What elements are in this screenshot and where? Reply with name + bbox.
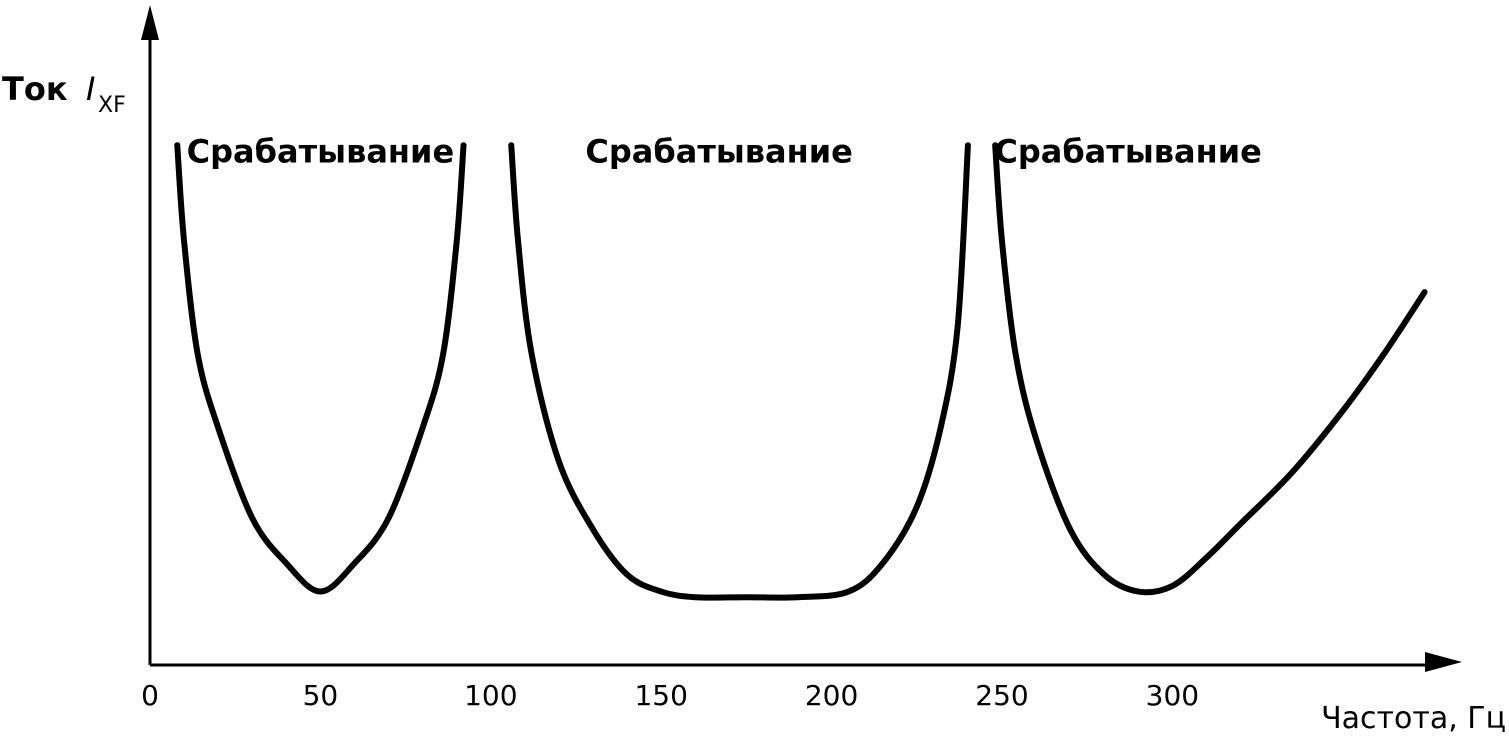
x-tick-label: 250 bbox=[975, 679, 1028, 712]
x-axis-arrow bbox=[1425, 652, 1462, 672]
x-tick-label: 300 bbox=[1146, 679, 1199, 712]
y-axis-title-subscript: XF bbox=[98, 93, 126, 118]
y-axis-arrow bbox=[141, 5, 159, 40]
x-axis-title: Частота, Гц bbox=[1321, 701, 1506, 736]
x-tick-label: 200 bbox=[805, 679, 858, 712]
series-line-1 bbox=[174, 142, 467, 595]
x-tick-labels: 0 50 100 150 200 250 300 bbox=[141, 679, 1199, 712]
x-tick-label: 150 bbox=[634, 679, 687, 712]
annotation-label: Срабатывание bbox=[187, 133, 454, 171]
x-tick-label: 100 bbox=[464, 679, 517, 712]
series-line-3 bbox=[992, 142, 1428, 596]
x-tick-label: 0 bbox=[141, 679, 159, 712]
annotations: Срабатывание Срабатывание Срабатывание bbox=[187, 133, 1262, 171]
y-axis-title-symbol: I bbox=[86, 70, 95, 108]
x-tick-label: 50 bbox=[303, 679, 339, 712]
series-curves bbox=[174, 142, 1428, 601]
y-axis-title-prefix: Ток bbox=[2, 70, 68, 108]
annotation-label: Срабатывание bbox=[994, 133, 1261, 171]
annotation-label: Срабатывание bbox=[585, 133, 852, 171]
series-line-2 bbox=[508, 142, 971, 601]
y-axis-title: Ток I XF bbox=[2, 70, 126, 118]
